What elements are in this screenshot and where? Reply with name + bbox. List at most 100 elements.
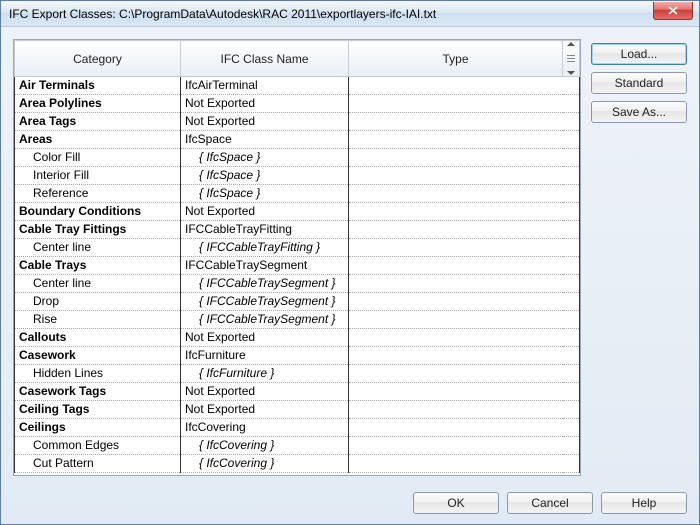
cell-ifc-class[interactable]: IfcFurniture bbox=[181, 347, 349, 365]
table-row[interactable]: CaseworkIfcFurniture bbox=[15, 347, 580, 365]
column-header-type[interactable]: Type bbox=[349, 41, 563, 77]
table-row[interactable]: Area PolylinesNot Exported bbox=[15, 95, 580, 113]
cell-ifc-class[interactable]: { IfcFurniture } bbox=[181, 365, 349, 383]
cell-type[interactable] bbox=[349, 221, 580, 239]
cell-ifc-class[interactable]: Not Exported bbox=[181, 329, 349, 347]
cell-type[interactable] bbox=[349, 293, 580, 311]
cell-category[interactable]: Casework Tags bbox=[15, 383, 181, 401]
cell-type[interactable] bbox=[349, 185, 580, 203]
ok-button[interactable]: OK bbox=[413, 492, 499, 514]
cell-category[interactable]: Areas bbox=[15, 131, 181, 149]
cell-category[interactable]: Cable Trays bbox=[15, 257, 181, 275]
cell-type[interactable] bbox=[349, 149, 580, 167]
cell-ifc-class[interactable]: IfcSpace bbox=[181, 131, 349, 149]
table-scroll[interactable]: Category IFC Class Name Type bbox=[14, 40, 580, 475]
cell-type[interactable] bbox=[349, 203, 580, 221]
table-row[interactable]: Ceiling TagsNot Exported bbox=[15, 401, 580, 419]
cell-type[interactable] bbox=[349, 95, 580, 113]
cell-category[interactable]: Area Polylines bbox=[15, 95, 181, 113]
table-row[interactable]: Interior Fill{ IfcSpace } bbox=[15, 167, 580, 185]
cell-type[interactable] bbox=[349, 401, 580, 419]
cell-category[interactable]: Rise bbox=[15, 311, 181, 329]
save-as-button[interactable]: Save As... bbox=[591, 101, 687, 123]
cell-type[interactable] bbox=[349, 329, 580, 347]
cell-ifc-class[interactable]: Not Exported bbox=[181, 203, 349, 221]
cell-type[interactable] bbox=[349, 419, 580, 437]
cell-ifc-class[interactable]: Not Exported bbox=[181, 113, 349, 131]
cell-ifc-class[interactable]: IfcAirTerminal bbox=[181, 77, 349, 95]
column-scroll-control[interactable] bbox=[563, 41, 580, 77]
cell-ifc-class[interactable]: Not Exported bbox=[181, 383, 349, 401]
cell-category[interactable]: Ceiling Tags bbox=[15, 401, 181, 419]
cell-ifc-class[interactable]: IFCCableTraySegment bbox=[181, 257, 349, 275]
cell-ifc-class[interactable]: { IFCCableTraySegment } bbox=[181, 293, 349, 311]
cell-ifc-class[interactable]: { IfcSpace } bbox=[181, 149, 349, 167]
cell-category[interactable]: Center line bbox=[15, 239, 181, 257]
table-row[interactable]: Cable TraysIFCCableTraySegment bbox=[15, 257, 580, 275]
cell-type[interactable] bbox=[349, 311, 580, 329]
cell-ifc-class[interactable]: { IFCCableTraySegment } bbox=[181, 311, 349, 329]
cell-ifc-class[interactable]: { IFCCableTraySegment } bbox=[181, 275, 349, 293]
table-row[interactable]: Casework TagsNot Exported bbox=[15, 383, 580, 401]
cell-category[interactable]: Reference bbox=[15, 185, 181, 203]
cell-ifc-class[interactable]: IfcCovering bbox=[181, 419, 349, 437]
standard-button[interactable]: Standard bbox=[591, 72, 687, 94]
table-row[interactable]: Boundary ConditionsNot Exported bbox=[15, 203, 580, 221]
cell-type[interactable] bbox=[349, 365, 580, 383]
table-row[interactable]: Reference{ IfcSpace } bbox=[15, 185, 580, 203]
table-row[interactable]: CalloutsNot Exported bbox=[15, 329, 580, 347]
cell-type[interactable] bbox=[349, 383, 580, 401]
cell-category[interactable]: Casework bbox=[15, 347, 181, 365]
cell-category[interactable]: Cut Pattern bbox=[15, 455, 181, 473]
cell-category[interactable]: Interior Fill bbox=[15, 167, 181, 185]
table-row[interactable]: AreasIfcSpace bbox=[15, 131, 580, 149]
help-button[interactable]: Help bbox=[601, 492, 687, 514]
cell-category[interactable]: Common Edges bbox=[15, 437, 181, 455]
table-row[interactable]: Cut Pattern{ IfcCovering } bbox=[15, 455, 580, 473]
cell-ifc-class[interactable]: { IFCCableTrayFitting } bbox=[181, 239, 349, 257]
cell-ifc-class[interactable]: Not Exported bbox=[181, 401, 349, 419]
cell-type[interactable] bbox=[349, 113, 580, 131]
table-row[interactable]: Center line{ IFCCableTrayFitting } bbox=[15, 239, 580, 257]
cell-type[interactable] bbox=[349, 455, 580, 473]
cell-category[interactable]: Callouts bbox=[15, 329, 181, 347]
cell-category[interactable]: Air Terminals bbox=[15, 77, 181, 95]
cell-category[interactable]: Ceilings bbox=[15, 419, 181, 437]
table-row[interactable]: Hidden Lines{ IfcFurniture } bbox=[15, 365, 580, 383]
cell-type[interactable] bbox=[349, 131, 580, 149]
cell-type[interactable] bbox=[349, 239, 580, 257]
table-row[interactable]: Air TerminalsIfcAirTerminal bbox=[15, 77, 580, 95]
table-row[interactable]: Rise{ IFCCableTraySegment } bbox=[15, 311, 580, 329]
load-button[interactable]: Load... bbox=[591, 43, 687, 65]
cell-category[interactable]: Drop bbox=[15, 293, 181, 311]
table-row[interactable]: Area TagsNot Exported bbox=[15, 113, 580, 131]
cell-type[interactable] bbox=[349, 437, 580, 455]
table-row[interactable]: Drop{ IFCCableTraySegment } bbox=[15, 293, 580, 311]
cell-ifc-class[interactable]: { IfcCovering } bbox=[181, 455, 349, 473]
column-header-category[interactable]: Category bbox=[15, 41, 181, 77]
cell-type[interactable] bbox=[349, 77, 580, 95]
column-header-ifc-class[interactable]: IFC Class Name bbox=[181, 41, 349, 77]
cell-type[interactable] bbox=[349, 275, 580, 293]
table-row[interactable]: Center line{ IFCCableTraySegment } bbox=[15, 275, 580, 293]
cell-ifc-class[interactable]: { IfcSpace } bbox=[181, 167, 349, 185]
cell-category[interactable]: Cable Tray Fittings bbox=[15, 221, 181, 239]
cell-type[interactable] bbox=[349, 257, 580, 275]
cell-ifc-class[interactable]: { IfcCovering } bbox=[181, 437, 349, 455]
close-button[interactable] bbox=[653, 2, 693, 20]
cell-category[interactable]: Hidden Lines bbox=[15, 365, 181, 383]
cell-category[interactable]: Boundary Conditions bbox=[15, 203, 181, 221]
table-row[interactable]: CeilingsIfcCovering bbox=[15, 419, 580, 437]
cell-category[interactable]: Color Fill bbox=[15, 149, 181, 167]
cell-type[interactable] bbox=[349, 167, 580, 185]
cell-category[interactable]: Center line bbox=[15, 275, 181, 293]
table-row[interactable]: Cable Tray FittingsIFCCableTrayFitting bbox=[15, 221, 580, 239]
cell-category[interactable]: Area Tags bbox=[15, 113, 181, 131]
table-row[interactable]: Common Edges{ IfcCovering } bbox=[15, 437, 580, 455]
cell-ifc-class[interactable]: Not Exported bbox=[181, 95, 349, 113]
table-row[interactable]: Color Fill{ IfcSpace } bbox=[15, 149, 580, 167]
cell-ifc-class[interactable]: IFCCableTrayFitting bbox=[181, 221, 349, 239]
cancel-button[interactable]: Cancel bbox=[507, 492, 593, 514]
titlebar[interactable]: IFC Export Classes: C:\ProgramData\Autod… bbox=[1, 1, 699, 27]
cell-type[interactable] bbox=[349, 347, 580, 365]
